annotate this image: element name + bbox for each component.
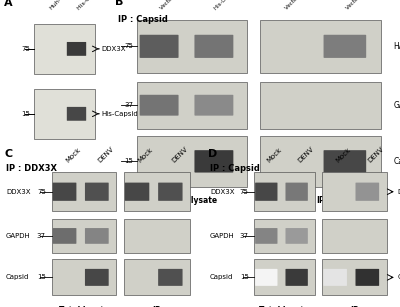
Text: GAPDH: GAPDH [393,101,400,110]
Text: 15: 15 [22,111,30,117]
FancyBboxPatch shape [85,269,109,286]
Bar [254,172,315,211]
Text: IP: IP [350,306,359,307]
Text: 75: 75 [37,189,46,195]
Bar [34,88,95,139]
Text: Total lysate: Total lysate [59,306,109,307]
Bar [137,136,247,187]
Text: Huh-7: Huh-7 [48,0,65,11]
Text: 37: 37 [124,102,133,108]
Text: GAPDH: GAPDH [6,233,31,239]
Text: 75: 75 [124,43,133,49]
Text: A: A [4,0,13,8]
Text: Mock: Mock [335,147,352,164]
Text: Capsid: Capsid [398,274,400,280]
Text: D: D [208,149,218,158]
Text: Mock: Mock [137,147,154,164]
FancyBboxPatch shape [194,95,233,116]
Bar [52,219,116,252]
FancyBboxPatch shape [125,183,149,201]
Text: 15: 15 [124,158,133,164]
Text: Mock: Mock [64,147,82,164]
FancyBboxPatch shape [286,269,308,286]
Text: DENV: DENV [97,146,115,164]
Bar [124,172,190,211]
Text: His-Capsid + HA-DDX3X: His-Capsid + HA-DDX3X [214,0,264,11]
Text: 37: 37 [240,233,249,239]
FancyBboxPatch shape [356,269,379,286]
Text: Capsid: Capsid [6,274,29,280]
Text: GAPDH: GAPDH [210,233,235,239]
Text: C: C [4,149,12,158]
FancyBboxPatch shape [53,228,76,244]
Bar [322,172,387,211]
Bar [260,136,381,187]
FancyBboxPatch shape [324,150,366,173]
FancyBboxPatch shape [286,183,308,201]
Bar [322,219,387,252]
Text: 75: 75 [22,46,30,52]
Bar [137,20,247,72]
Text: Capsid: Capsid [210,274,233,280]
FancyBboxPatch shape [53,183,76,201]
FancyBboxPatch shape [324,35,366,58]
Bar [52,172,116,211]
Bar [137,82,247,129]
FancyBboxPatch shape [140,95,178,116]
Text: DDX3X: DDX3X [101,46,126,52]
Text: DENV: DENV [297,146,315,164]
Text: Mock: Mock [266,147,284,164]
Bar [254,219,315,252]
FancyBboxPatch shape [323,269,347,286]
Text: 37: 37 [37,233,46,239]
Text: IP : Capsid: IP : Capsid [210,164,260,173]
FancyBboxPatch shape [85,228,109,244]
Text: IP : DDX3X: IP : DDX3X [6,164,57,173]
Bar [124,259,190,295]
Text: IP : Capsid: IP : Capsid [118,15,168,24]
Bar [260,82,381,129]
FancyBboxPatch shape [140,35,178,58]
FancyBboxPatch shape [158,269,182,286]
Text: DDX3X: DDX3X [6,189,30,195]
FancyBboxPatch shape [194,150,233,173]
Text: Total lysate: Total lysate [260,306,310,307]
FancyBboxPatch shape [286,228,308,244]
Text: 15: 15 [240,274,249,280]
FancyBboxPatch shape [67,107,86,121]
Text: IP: IP [316,196,325,205]
Text: 75: 75 [240,189,249,195]
Text: His-Capsid + Huh-7: His-Capsid + Huh-7 [76,0,124,11]
Bar [34,24,95,74]
Text: 15: 15 [37,274,46,280]
FancyBboxPatch shape [85,183,109,201]
Text: HA: HA [393,42,400,51]
Text: IP: IP [153,306,161,307]
Text: DENV: DENV [367,146,386,164]
FancyBboxPatch shape [158,183,182,201]
Bar [254,259,315,295]
Text: DDX3X: DDX3X [398,189,400,195]
Text: DENV: DENV [170,146,188,164]
Bar [124,219,190,252]
FancyBboxPatch shape [67,42,86,56]
Text: Vector + HA-DDX3X: Vector + HA-DDX3X [345,0,387,11]
FancyBboxPatch shape [194,35,233,58]
FancyBboxPatch shape [356,183,379,201]
Text: Capsid: Capsid [393,157,400,166]
FancyBboxPatch shape [255,228,278,244]
Text: Total lysate: Total lysate [167,196,217,205]
Text: DDX3X: DDX3X [210,189,234,195]
Text: Vector + HA-DDX3X: Vector + HA-DDX3X [159,0,202,11]
FancyBboxPatch shape [255,269,278,286]
Text: B: B [115,0,124,7]
Text: Vector + HA-DDX3X: Vector + HA-DDX3X [284,0,327,11]
FancyBboxPatch shape [255,183,278,201]
Bar [260,20,381,72]
Text: His-Capsid: His-Capsid [101,111,138,117]
Bar [322,259,387,295]
Bar [52,259,116,295]
